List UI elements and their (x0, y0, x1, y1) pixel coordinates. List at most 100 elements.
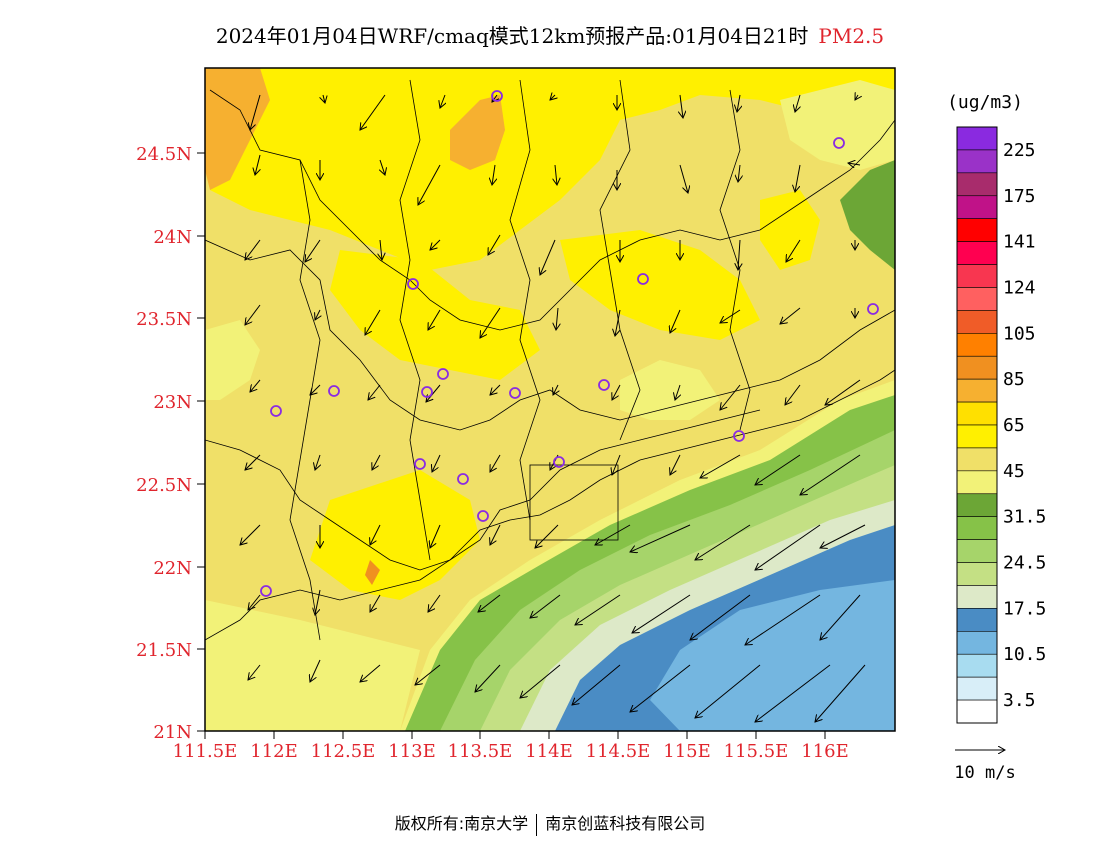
legend-label: 225 (1003, 140, 1036, 161)
color-legend: 225 175 141 124 105 85 65 45 31.5 24.5 17.5 10.5 3.5 (956, 126, 1046, 724)
legend-unit: (ug/m3) (947, 92, 1023, 113)
legend-label: 85 (1003, 369, 1025, 390)
legend-swatch (956, 287, 998, 311)
monitoring-site-marker (637, 273, 649, 285)
wind-arrow (428, 309, 441, 330)
wind-arrow (430, 524, 441, 548)
legend-swatch (956, 447, 998, 472)
wind-arrow (475, 664, 501, 692)
map-border (204, 67, 896, 732)
lon-label: 111.5E (173, 741, 238, 762)
wind-arrow (368, 384, 381, 400)
copyright-separator (536, 813, 538, 836)
wind-arrow (360, 664, 381, 682)
legend-label: 65 (1003, 415, 1025, 436)
wind-arrow (855, 95, 858, 100)
monitoring-site-marker (328, 385, 340, 397)
wind-arrow (540, 239, 556, 275)
wind-arrow (695, 664, 761, 718)
legend-label: 31.5 (1003, 507, 1046, 528)
legend-swatch (956, 195, 998, 219)
wind-arrow (310, 384, 321, 395)
wind-arrow (415, 664, 441, 685)
wind-arrow (612, 454, 621, 475)
wind-arrow (530, 594, 561, 618)
wind-arrow (556, 307, 558, 330)
legend-border (956, 126, 998, 724)
wind-arrow (255, 154, 260, 175)
wind-arrow (360, 94, 386, 130)
lon-label: 113.5E (448, 741, 513, 762)
chart-title: 2024年01月04日WRF/cmaq模式12km预报产品:01月04日21时 P… (0, 20, 1100, 49)
legend-swatch (956, 676, 998, 701)
wind-arrow (490, 524, 501, 545)
wind-arrow (490, 384, 501, 395)
wind-scale-label: 10 m/s (954, 763, 1015, 783)
legend-swatch (956, 333, 998, 357)
wind-arrow (315, 454, 320, 470)
title-pollutant: PM2.5 (818, 24, 885, 48)
legend-swatch (956, 424, 998, 449)
wind-arrow (800, 454, 861, 495)
legend-label: 175 (1003, 186, 1036, 207)
wind-arrow (780, 307, 801, 324)
wind-arrow (440, 94, 445, 108)
copyright: 版权所有:南京大学 南京创蓝科技有限公司 (0, 810, 1100, 836)
wind-arrow (755, 524, 821, 570)
wind-arrow (245, 239, 261, 260)
wind-arrow (695, 524, 751, 560)
wind-arrow (550, 95, 555, 100)
monitoring-site-marker (733, 430, 745, 442)
wind-arrow (428, 594, 441, 612)
wind-arrow (738, 239, 740, 270)
monitoring-site-marker (270, 405, 282, 417)
wind-arrow (737, 94, 740, 112)
monitoring-site-marker (477, 510, 489, 522)
legend-label: 3.5 (1003, 690, 1036, 711)
wind-arrow (245, 304, 261, 325)
wind-arrow (426, 384, 441, 402)
wind-arrow (572, 664, 621, 705)
wind-arrow (675, 384, 680, 400)
wind-arrow (595, 524, 631, 545)
legend-swatch (956, 608, 998, 632)
wind-arrow (250, 379, 261, 392)
wind-arrow (315, 309, 320, 320)
lat-label: 24.5N (136, 144, 192, 165)
monitoring-site-marker (509, 387, 521, 399)
legend-swatch (956, 241, 998, 265)
legend-swatch (956, 516, 998, 540)
monitoring-site-marker (457, 473, 469, 485)
wind-arrow (755, 454, 801, 485)
wind-arrow (248, 664, 261, 680)
monitoring-site-marker (260, 585, 272, 597)
legend-label: 17.5 (1003, 598, 1046, 619)
wind-arrow (492, 95, 497, 102)
wind-arrow (478, 594, 501, 612)
lon-label: 112.5E (311, 741, 376, 762)
legend-swatch (956, 218, 998, 242)
legend-swatch (956, 562, 998, 586)
monitoring-site-marker (867, 303, 879, 315)
wind-arrow (795, 94, 800, 112)
wind-arrow (380, 239, 382, 260)
wind-arrow (553, 384, 558, 395)
wind-arrow (430, 239, 441, 250)
legend-swatch (956, 378, 998, 403)
lon-label: 114.5E (586, 741, 651, 762)
wind-arrow (380, 159, 385, 175)
lat-label: 24N (153, 227, 192, 248)
lat-label: 21N (153, 722, 192, 743)
wind-arrow (370, 594, 381, 612)
wind-arrow (323, 94, 325, 103)
legend-label: 24.5 (1003, 553, 1046, 574)
wind-arrow (248, 594, 261, 610)
lon-label: 115E (663, 741, 711, 762)
wind-arrow (480, 307, 501, 338)
lon-label: 115.5E (724, 741, 789, 762)
legend-swatch (956, 126, 998, 151)
monitoring-sites (260, 90, 879, 597)
monitoring-site-marker (553, 456, 565, 468)
legend-swatch (956, 470, 998, 495)
wind-arrow (365, 309, 381, 335)
